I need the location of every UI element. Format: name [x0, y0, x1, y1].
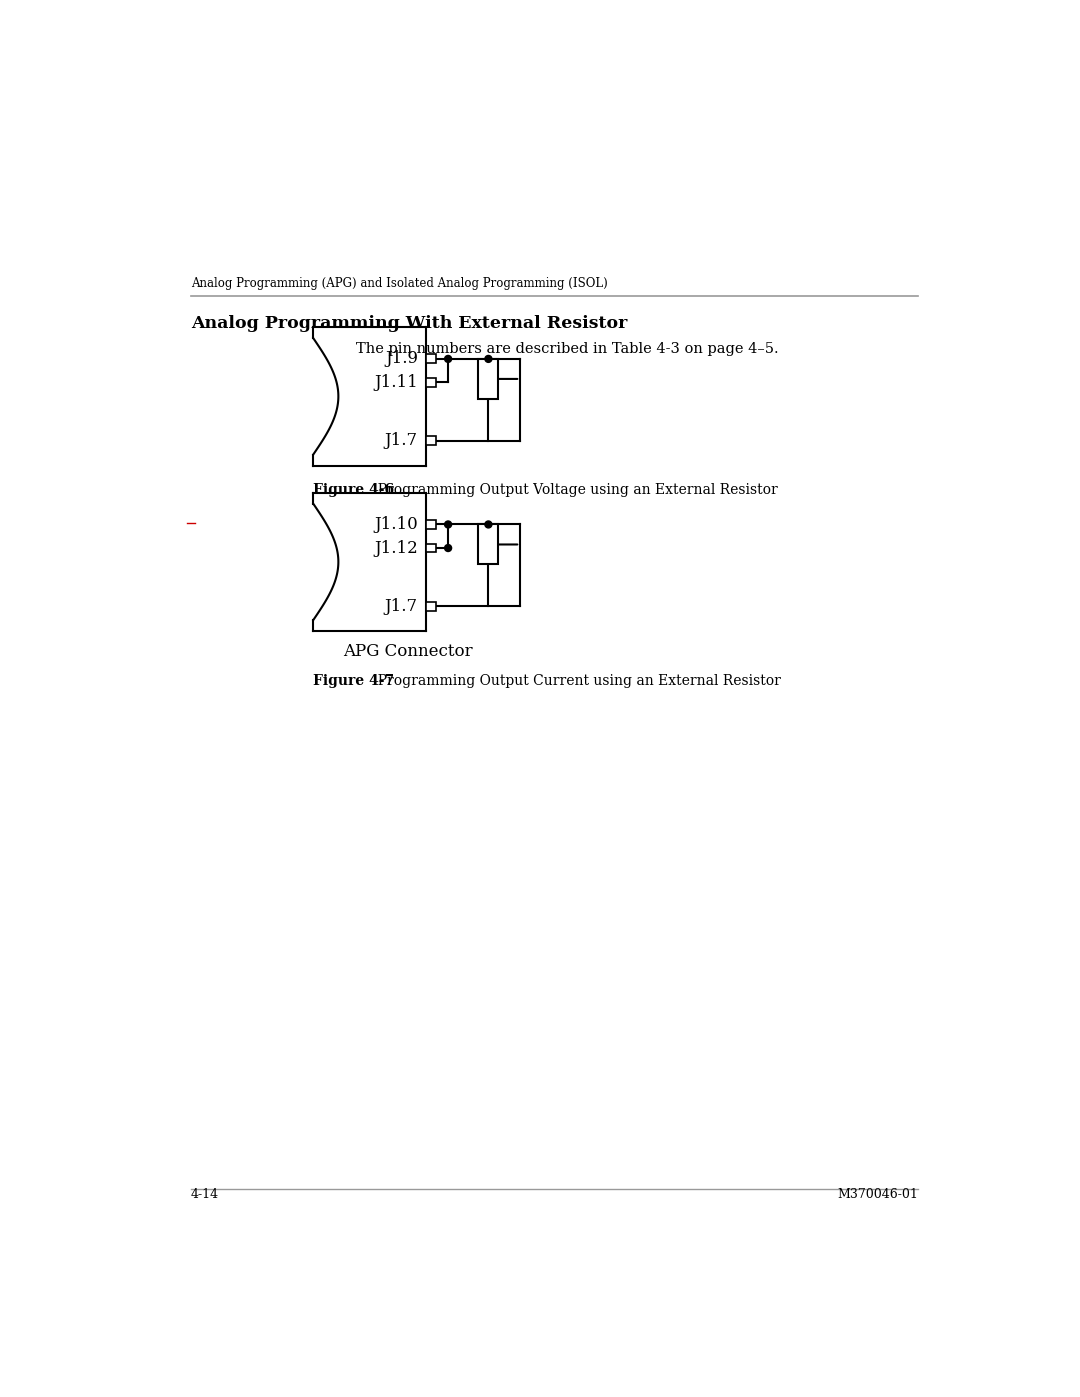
Text: M370046-01: M370046-01	[837, 1187, 918, 1201]
Text: Figure 4-7: Figure 4-7	[313, 673, 394, 687]
Bar	[426, 436, 435, 446]
Text: Programming Output Current using an External Resistor: Programming Output Current using an Exte…	[369, 673, 781, 687]
Text: The pin numbers are described in Table 4-3 on page 4–5.: The pin numbers are described in Table 4…	[356, 342, 779, 356]
Bar	[426, 379, 435, 387]
Text: J1.10: J1.10	[374, 515, 418, 534]
Bar	[426, 543, 435, 552]
Text: J1.9: J1.9	[384, 351, 418, 367]
Circle shape	[445, 545, 451, 552]
Bar	[478, 359, 499, 400]
Bar	[426, 520, 435, 529]
Circle shape	[485, 521, 491, 528]
Bar	[478, 524, 499, 564]
Text: J1.11: J1.11	[374, 374, 418, 391]
Bar	[426, 355, 435, 363]
Text: J1.12: J1.12	[374, 539, 418, 556]
Text: J1.7: J1.7	[384, 432, 418, 450]
Circle shape	[485, 355, 491, 362]
Text: Analog Programming (APG) and Isolated Analog Programming (ISOL): Analog Programming (APG) and Isolated An…	[191, 277, 608, 291]
Bar	[426, 602, 435, 610]
Text: APG Connector: APG Connector	[343, 643, 473, 659]
Text: Analog Programming With External Resistor: Analog Programming With External Resisto…	[191, 316, 627, 332]
Text: Figure 4-6: Figure 4-6	[313, 482, 394, 496]
Text: J1.7: J1.7	[384, 598, 418, 615]
Text: 4-14: 4-14	[191, 1187, 219, 1201]
Circle shape	[445, 355, 451, 362]
Text: Programming Output Voltage using an External Resistor: Programming Output Voltage using an Exte…	[369, 482, 778, 496]
Circle shape	[445, 521, 451, 528]
